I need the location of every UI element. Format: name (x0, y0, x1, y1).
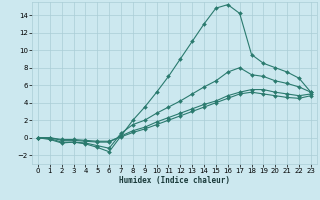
X-axis label: Humidex (Indice chaleur): Humidex (Indice chaleur) (119, 176, 230, 185)
